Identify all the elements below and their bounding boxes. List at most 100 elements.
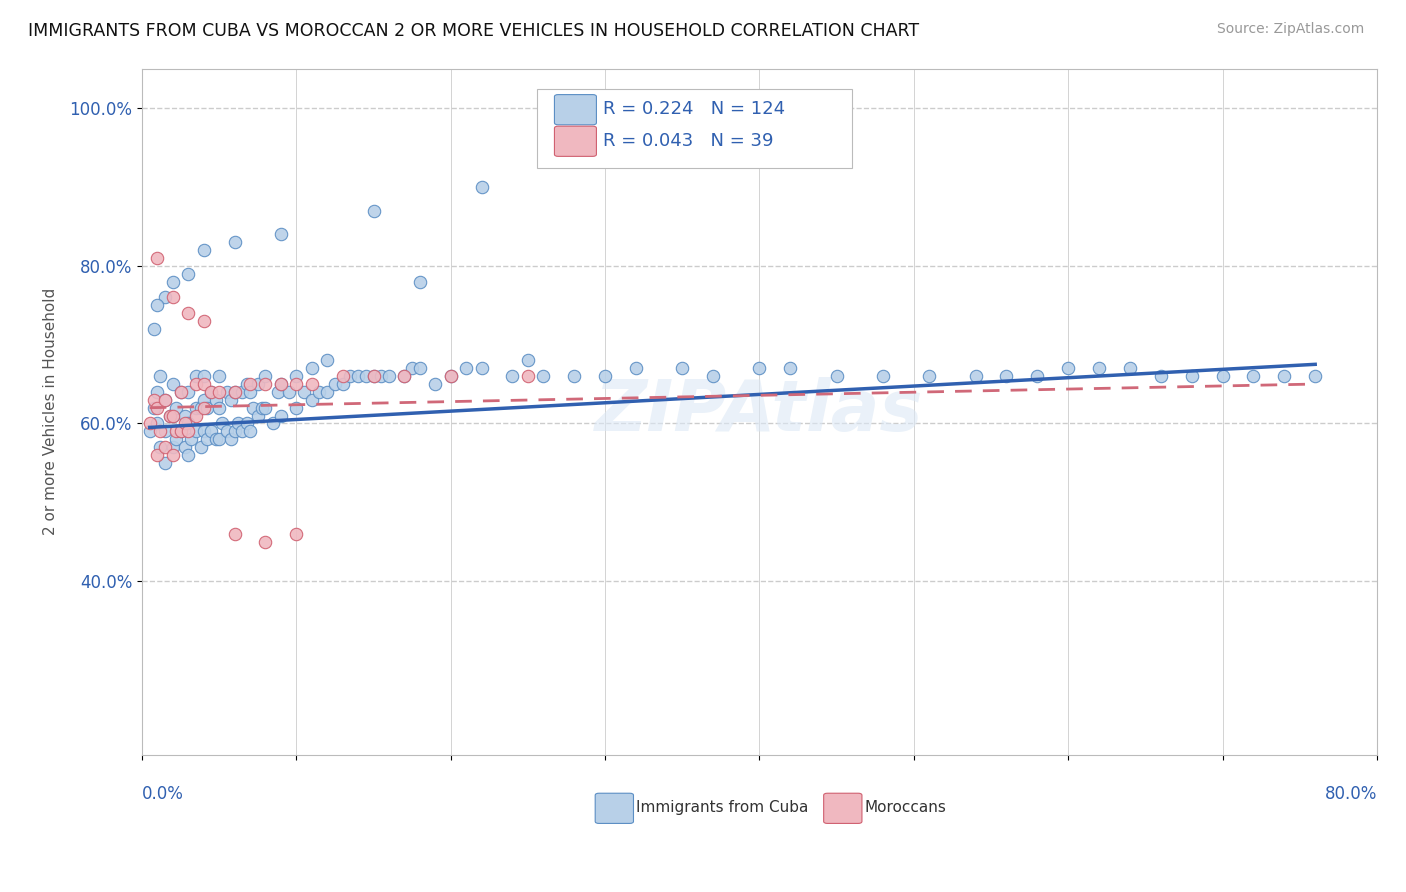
Point — [409, 275, 432, 289]
Point — [918, 369, 941, 384]
Point — [146, 448, 169, 462]
Point — [153, 392, 176, 407]
Point — [193, 243, 215, 257]
Point — [354, 369, 377, 384]
Point — [285, 377, 308, 392]
Point — [965, 369, 987, 384]
Point — [169, 425, 191, 439]
Point — [153, 290, 176, 304]
Point — [162, 275, 184, 289]
Point — [301, 377, 323, 392]
Point — [425, 377, 447, 392]
Point — [285, 527, 308, 541]
Point — [995, 369, 1018, 384]
Point — [440, 369, 463, 384]
Point — [285, 369, 308, 384]
FancyBboxPatch shape — [537, 89, 852, 168]
Point — [1057, 361, 1080, 376]
Point — [270, 377, 292, 392]
Point — [471, 361, 494, 376]
Point — [224, 235, 246, 249]
Point — [254, 401, 277, 415]
Point — [149, 440, 172, 454]
Point — [593, 369, 616, 384]
Point — [184, 401, 207, 415]
Point — [301, 392, 323, 407]
Point — [394, 369, 416, 384]
Point — [779, 361, 801, 376]
Point — [231, 425, 253, 439]
Point — [224, 384, 246, 399]
Point — [748, 361, 770, 376]
Point — [177, 417, 200, 431]
Point — [177, 267, 200, 281]
Point — [153, 440, 176, 454]
Point — [184, 369, 207, 384]
Point — [1150, 369, 1173, 384]
FancyBboxPatch shape — [824, 793, 862, 823]
Point — [409, 361, 432, 376]
Point — [200, 384, 222, 399]
Point — [215, 425, 238, 439]
Text: Immigrants from Cuba: Immigrants from Cuba — [636, 800, 808, 815]
Point — [440, 369, 463, 384]
Point — [471, 179, 494, 194]
Point — [159, 409, 181, 423]
Point — [254, 377, 277, 392]
Point — [363, 369, 385, 384]
Point — [363, 369, 385, 384]
Point — [270, 377, 292, 392]
Point — [1026, 369, 1049, 384]
Point — [208, 384, 231, 399]
Point — [316, 384, 339, 399]
Text: R = 0.224   N = 124: R = 0.224 N = 124 — [603, 100, 785, 118]
Point — [624, 361, 647, 376]
Point — [193, 425, 215, 439]
Point — [159, 409, 181, 423]
Point — [193, 314, 215, 328]
Point — [162, 409, 184, 423]
Point — [501, 369, 523, 384]
Point — [153, 392, 176, 407]
Point — [169, 384, 191, 399]
Point — [252, 401, 274, 415]
Point — [1303, 369, 1326, 384]
Point — [184, 425, 207, 439]
Point — [1241, 369, 1264, 384]
Point — [262, 417, 284, 431]
Point — [246, 409, 269, 423]
Point — [231, 384, 253, 399]
Point — [195, 401, 218, 415]
FancyBboxPatch shape — [554, 126, 596, 156]
Point — [146, 384, 169, 399]
Point — [516, 353, 538, 368]
Point — [332, 377, 354, 392]
Point — [394, 369, 416, 384]
Point — [378, 369, 401, 384]
Point — [308, 384, 330, 399]
Point — [242, 401, 264, 415]
Point — [193, 401, 215, 415]
Point — [363, 203, 385, 218]
Point — [184, 409, 207, 423]
Point — [224, 425, 246, 439]
Point — [254, 369, 277, 384]
Point — [193, 369, 215, 384]
Point — [254, 534, 277, 549]
Point — [1088, 361, 1111, 376]
Point — [146, 298, 169, 312]
Point — [1272, 369, 1295, 384]
Point — [323, 377, 346, 392]
Point — [1119, 361, 1142, 376]
Point — [221, 432, 243, 446]
Point — [332, 369, 354, 384]
Point — [195, 432, 218, 446]
FancyBboxPatch shape — [554, 95, 596, 125]
Point — [162, 377, 184, 392]
Point — [165, 432, 187, 446]
Point — [149, 369, 172, 384]
Point — [184, 377, 207, 392]
Point — [347, 369, 370, 384]
Point — [177, 384, 200, 399]
FancyBboxPatch shape — [595, 793, 634, 823]
